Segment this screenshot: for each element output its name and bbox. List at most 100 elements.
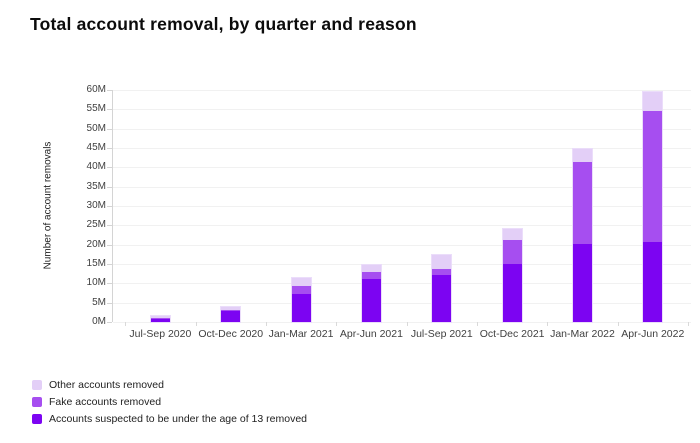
bar-segment — [502, 263, 522, 322]
y-tick-mark — [107, 148, 112, 149]
bar-segment — [221, 306, 241, 310]
gridline — [113, 322, 691, 323]
bar-jan-mar-2021 — [291, 278, 311, 322]
x-tick-mark — [265, 322, 267, 326]
x-tick-mark — [476, 322, 478, 326]
y-tick-mark — [107, 302, 112, 304]
gridline — [113, 109, 691, 111]
bar-jul-sep-2020 — [150, 315, 170, 322]
x-tick-mark — [688, 322, 689, 326]
y-tick-label: 45M — [86, 142, 106, 153]
y-axis-title: Number of account removals — [42, 141, 54, 270]
y-tick-mark — [107, 264, 112, 265]
bar-segment — [150, 315, 170, 319]
bar-segment — [221, 311, 241, 322]
y-tick-mark — [107, 283, 112, 285]
bar-jan-mar-2022 — [572, 149, 592, 322]
y-tick-label: 15M — [86, 258, 106, 269]
y-tick-mark — [107, 225, 112, 227]
y-tick-label: 10M — [86, 277, 106, 289]
gridline — [113, 206, 691, 207]
x-tick-label: Jan-Mar 2022 — [550, 328, 615, 340]
y-tick-mark — [107, 206, 112, 207]
bar-segment — [572, 161, 592, 244]
x-tick-label: Apr-Jun 2022 — [621, 328, 685, 340]
bar-segment — [291, 285, 311, 294]
gridline — [113, 148, 691, 149]
gridline — [113, 186, 691, 188]
y-tick-label: 35M — [86, 180, 106, 192]
bar-segment — [150, 318, 170, 319]
chart-title: Total account removal, by quarter and re… — [30, 14, 417, 34]
bar-segment — [432, 255, 452, 270]
gridline — [113, 225, 691, 227]
bar-oct-dec-2020 — [221, 306, 241, 322]
legend-label: Accounts suspected to be under the age o… — [49, 413, 308, 425]
legend-label: Fake accounts removed — [49, 396, 162, 408]
x-tick-label: Oct-Dec 2021 — [479, 328, 545, 340]
plot-area — [112, 90, 691, 323]
bar-segment — [361, 279, 381, 322]
legend-swatch — [32, 414, 42, 424]
gridline — [113, 90, 691, 91]
x-tick-label: Jan-Mar 2021 — [268, 328, 334, 340]
bar-apr-jun-2021 — [361, 264, 381, 322]
bar-segment — [502, 229, 522, 240]
bar-oct-dec-2021 — [502, 229, 522, 322]
x-tick-label: Oct-Dec 2020 — [198, 328, 264, 340]
y-tick-label: 55M — [86, 103, 106, 115]
x-tick-label: Apr-Jun 2021 — [339, 328, 403, 340]
y-tick-mark — [107, 128, 112, 130]
y-tick-label: 50M — [86, 122, 106, 134]
bar-segment — [643, 91, 663, 111]
bar-segment — [361, 272, 381, 280]
legend: Other accounts removed Fake accounts remo… — [32, 379, 307, 425]
legend-swatch — [32, 380, 42, 390]
x-tick-mark — [617, 322, 619, 326]
x-tick-label: Jul-Sep 2020 — [129, 328, 192, 340]
gridline — [113, 264, 691, 265]
legend-label: Other accounts removed — [49, 379, 164, 391]
y-tick-label: 20M — [86, 238, 106, 250]
bar-segment — [643, 110, 663, 243]
bar-segment — [361, 264, 381, 273]
y-tick-label: 0M — [92, 316, 106, 327]
y-tick-mark — [107, 90, 112, 91]
y-tick-label: 60M — [86, 84, 106, 95]
bar-jul-sep-2021 — [432, 255, 452, 322]
x-tick-mark — [125, 322, 127, 326]
bar-segment — [643, 242, 663, 322]
bar-segment — [572, 243, 592, 322]
gridline — [113, 244, 691, 246]
y-tick-label: 30M — [86, 200, 106, 211]
gridline — [113, 283, 691, 285]
y-tick-label: 40M — [86, 161, 106, 173]
gridline — [113, 167, 691, 169]
x-tick-mark — [195, 322, 197, 326]
legend-item: Fake accounts removed — [32, 396, 307, 408]
bar-segment — [150, 318, 170, 322]
x-tick-mark — [336, 322, 338, 326]
y-tick-label: 25M — [86, 219, 106, 231]
bar-segment — [432, 269, 452, 275]
x-tick-mark — [547, 322, 549, 326]
gridline — [113, 128, 691, 130]
bar-segment — [502, 240, 522, 264]
bar-apr-jun-2022 — [643, 91, 663, 322]
legend-item: Accounts suspected to be under the age o… — [32, 413, 307, 425]
y-tick-mark — [107, 109, 112, 111]
y-tick-label: 5M — [92, 296, 106, 308]
bar-segment — [291, 278, 311, 286]
y-tick-mark — [107, 322, 112, 323]
y-tick-mark — [107, 244, 112, 246]
legend-item: Other accounts removed — [32, 379, 307, 391]
y-tick-mark — [107, 167, 112, 169]
x-tick-mark — [406, 322, 408, 326]
bar-segment — [572, 149, 592, 162]
bar-segment — [221, 309, 241, 312]
gridline — [113, 302, 691, 304]
bar-segment — [432, 274, 452, 322]
y-tick-mark — [107, 186, 112, 188]
legend-swatch — [32, 397, 42, 407]
